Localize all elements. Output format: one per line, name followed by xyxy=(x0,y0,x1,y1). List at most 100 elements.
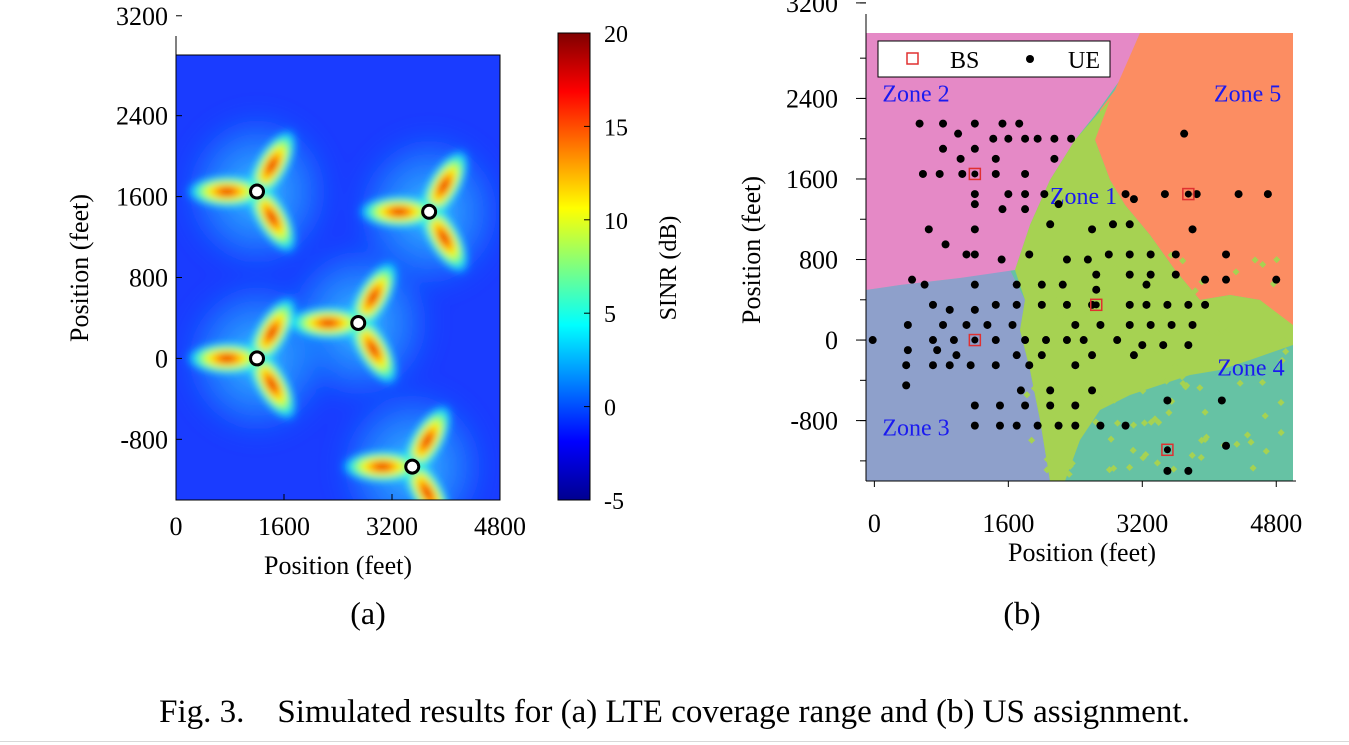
ue-point xyxy=(1037,351,1046,360)
ue-point xyxy=(1046,386,1055,395)
panel-b-label: (b) xyxy=(1003,595,1040,631)
ue-point xyxy=(966,361,975,370)
ue-point xyxy=(997,255,1006,264)
ue-point xyxy=(1083,255,1092,264)
ue-point xyxy=(991,336,1000,345)
panel-a-x-tick-label: 3200 xyxy=(366,512,418,541)
ue-point xyxy=(1062,255,1071,264)
ue-point xyxy=(962,250,971,259)
ue-point xyxy=(983,320,992,329)
bs-point xyxy=(968,167,982,181)
ue-point xyxy=(928,300,937,309)
ue-point xyxy=(970,225,979,234)
legend-bs-marker xyxy=(906,52,919,65)
ue-point xyxy=(1234,190,1243,199)
ue-point xyxy=(1188,320,1197,329)
ue-point xyxy=(1263,190,1272,199)
ue-point xyxy=(1012,351,1021,360)
ue-point xyxy=(1021,401,1030,410)
colorbar-tick-label: -5 xyxy=(604,489,624,515)
ue-point xyxy=(945,305,954,314)
legend-ue-label: UE xyxy=(1068,48,1100,74)
panel-a-y-tick-label: 800 xyxy=(129,264,168,293)
colorbar-tick-label: 0 xyxy=(604,396,616,422)
panel-a-x-axis-label: Position (feet) xyxy=(264,551,412,580)
colorbar-tick-label: 5 xyxy=(604,302,616,328)
ue-point xyxy=(903,320,912,329)
panel-b-x-tick-label: 4800 xyxy=(1250,509,1302,538)
ue-point xyxy=(903,346,912,355)
panel-b-y-tick-label: 1600 xyxy=(786,165,838,194)
ue-point xyxy=(998,205,1007,214)
ue-point xyxy=(1021,336,1030,345)
ue-point xyxy=(868,336,877,345)
ue-point xyxy=(933,346,942,355)
ue-point xyxy=(1004,190,1013,199)
ue-point xyxy=(939,119,948,128)
ue-point xyxy=(1088,386,1097,395)
bottom-divider xyxy=(0,741,1349,742)
colorbar-tick-label: 10 xyxy=(604,209,628,235)
bs-ue-point xyxy=(1184,190,1192,198)
ue-point xyxy=(970,250,979,259)
figure-caption: Fig. 3. Simulated results for (a) LTE co… xyxy=(0,694,1349,731)
ue-point xyxy=(1142,280,1151,289)
ue-point xyxy=(908,275,917,284)
panel-b-y-tick-label: 0 xyxy=(825,326,838,355)
zone-label: Zone 3 xyxy=(882,416,949,442)
ue-point xyxy=(1071,401,1080,410)
heatmap-lobe xyxy=(357,194,442,229)
ue-point xyxy=(970,190,979,199)
legend-bs-label: BS xyxy=(950,48,979,74)
ue-point xyxy=(958,169,967,178)
ue-point xyxy=(952,351,961,360)
ue-point xyxy=(1008,320,1017,329)
ue-point xyxy=(1192,190,1201,199)
legend: BS UE xyxy=(877,40,1111,78)
ue-point xyxy=(915,119,924,128)
ue-point xyxy=(1121,190,1130,199)
bs-ue-point xyxy=(971,336,979,344)
ue-point xyxy=(1021,205,1030,214)
ue-point xyxy=(1129,351,1138,360)
zone-label: Zone 2 xyxy=(882,81,949,107)
legend-box xyxy=(877,40,1111,78)
ue-point xyxy=(1184,466,1193,475)
ue-point xyxy=(1054,421,1063,430)
ue-point xyxy=(1125,300,1134,309)
ue-point xyxy=(995,401,1004,410)
ue-point xyxy=(991,154,1000,163)
heatmap-lobe-shape xyxy=(357,194,442,229)
ue-point xyxy=(954,129,963,138)
ue-point xyxy=(1163,396,1172,405)
zone-area xyxy=(866,33,1293,481)
zone-label: Zone 4 xyxy=(1217,355,1284,381)
ue-point xyxy=(1021,169,1030,178)
ue-point xyxy=(1188,225,1197,234)
ue-point xyxy=(970,200,979,209)
panel-b-y-tick-label: -800 xyxy=(790,407,838,436)
ue-point xyxy=(1222,275,1231,284)
ue-point xyxy=(945,361,954,370)
panel-a-x-tick-label: 1600 xyxy=(258,512,310,541)
ue-point xyxy=(1113,336,1122,345)
ue-point xyxy=(970,144,979,153)
ue-point xyxy=(991,300,1000,309)
ue-point xyxy=(970,401,979,410)
ue-point xyxy=(1092,285,1101,294)
ue-point xyxy=(1037,300,1046,309)
panel-b-ticks: 0 1600 3200 4800 3200 2400 1600 800 0 -800 xyxy=(786,0,1302,538)
ue-point xyxy=(1015,119,1024,128)
ue-point xyxy=(1040,190,1049,199)
panel-a-y-axis-label: Position (feet) xyxy=(65,194,94,342)
ue-point xyxy=(991,361,1000,370)
ue-point xyxy=(1071,320,1080,329)
panel-a-y-tick-label: 0 xyxy=(155,344,168,373)
ue-point xyxy=(1108,220,1117,229)
ue-point xyxy=(956,154,965,163)
ue-point xyxy=(1025,250,1034,259)
ue-point xyxy=(1142,300,1151,309)
ue-point xyxy=(1180,129,1189,138)
bs-ue-point xyxy=(971,170,979,178)
ue-point xyxy=(1012,280,1021,289)
